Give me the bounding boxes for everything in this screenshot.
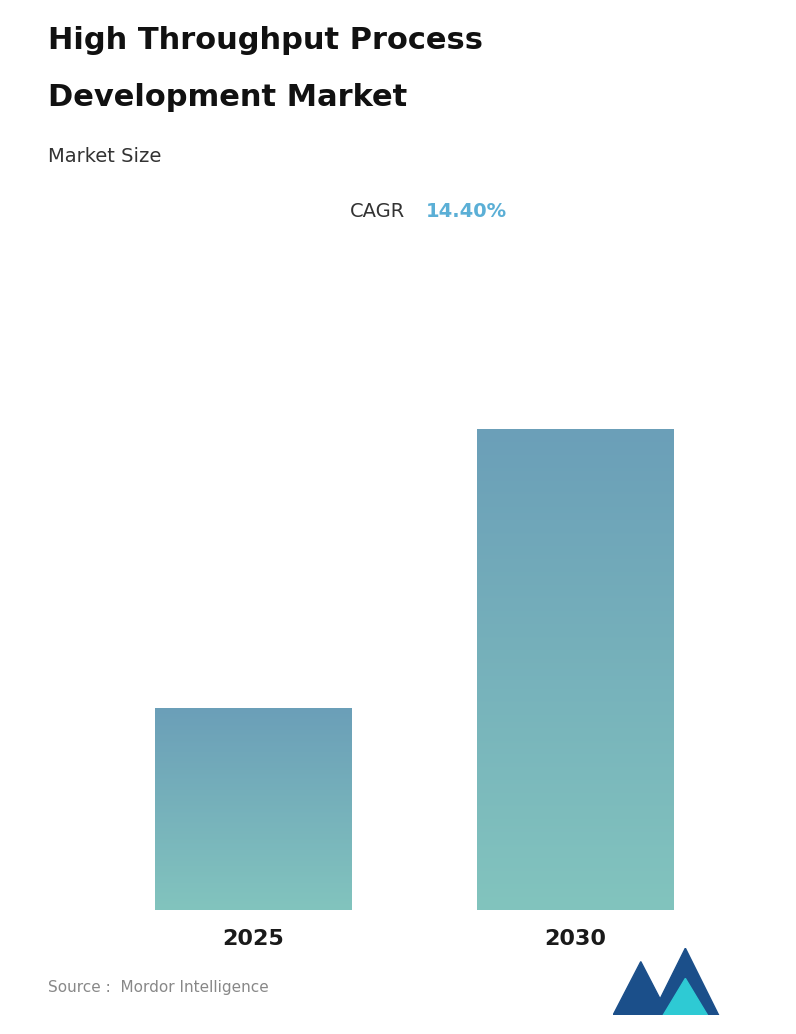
Text: 14.40%: 14.40%: [426, 202, 507, 220]
Text: High Throughput Process: High Throughput Process: [48, 26, 482, 55]
Polygon shape: [652, 948, 719, 1015]
Text: Source :  Mordor Intelligence: Source : Mordor Intelligence: [48, 979, 268, 995]
Polygon shape: [613, 962, 669, 1015]
Polygon shape: [663, 978, 708, 1015]
Text: Market Size: Market Size: [48, 147, 161, 165]
Text: CAGR: CAGR: [350, 202, 405, 220]
Text: Development Market: Development Market: [48, 83, 407, 112]
